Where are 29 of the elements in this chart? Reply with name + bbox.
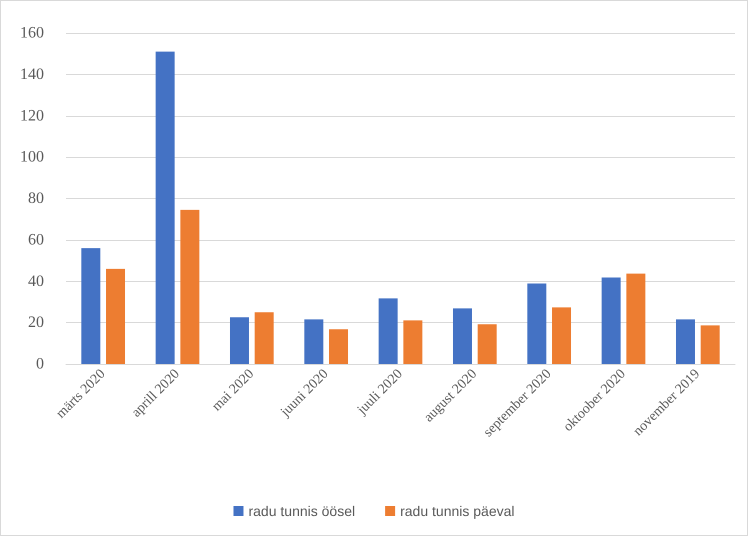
bar bbox=[478, 324, 497, 364]
bar bbox=[106, 268, 126, 364]
bar bbox=[180, 210, 200, 364]
y-tick-label: 60 bbox=[28, 231, 44, 248]
bar bbox=[552, 307, 572, 364]
y-tick-label: 20 bbox=[28, 314, 44, 332]
bar bbox=[626, 274, 646, 364]
y-tick-label: 100 bbox=[20, 148, 44, 166]
bar bbox=[700, 325, 720, 364]
bar bbox=[602, 278, 621, 364]
y-tick-label: 160 bbox=[20, 24, 44, 42]
bar bbox=[378, 298, 398, 364]
legend-label: radu tunnis päeval bbox=[400, 503, 515, 519]
bar bbox=[329, 329, 348, 364]
bar bbox=[403, 320, 422, 364]
y-tick-label: 120 bbox=[20, 107, 44, 124]
bar bbox=[304, 319, 324, 364]
bar bbox=[676, 319, 695, 364]
y-tick-label: 40 bbox=[28, 272, 44, 290]
bar bbox=[81, 248, 100, 364]
y-tick-label: 80 bbox=[28, 190, 44, 207]
bar bbox=[254, 312, 274, 364]
y-tick-label: 140 bbox=[20, 66, 44, 83]
bar bbox=[230, 317, 249, 364]
bar bbox=[156, 52, 175, 364]
legend-label: radu tunnis öösel bbox=[248, 503, 356, 519]
bar bbox=[527, 284, 546, 364]
y-tick-label: 0 bbox=[36, 356, 44, 372]
bar bbox=[452, 308, 472, 364]
